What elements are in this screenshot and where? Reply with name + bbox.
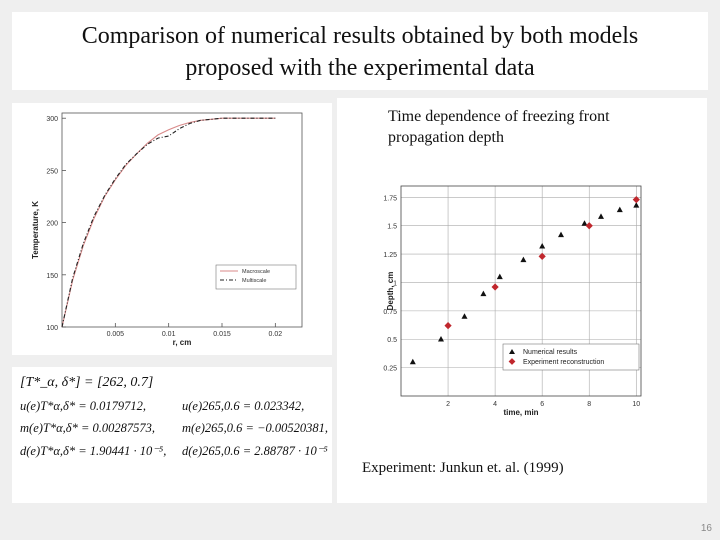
right-point-numerical [438, 336, 444, 342]
right-legend-marker [509, 349, 515, 354]
right-legend-label: Experiment reconstruction [523, 359, 604, 366]
slide-title-line2: proposed with the experimental data [185, 55, 535, 81]
right-legend-box [502, 343, 640, 371]
temperature-chart: 100 150 200 250 300 0.005 0.01 0.015 0.02 r, cm Te… [31, 112, 303, 347]
right-x-tick-label: 8 [587, 401, 591, 408]
right-point-numerical [520, 256, 527, 263]
right-point-numerical [633, 202, 640, 208]
temperature-chart-panel: 100 150 200 250 300 0.005 0.01 0.015 0.02 r, cm Te… [12, 103, 332, 355]
formula-left-1: m(e)T*α,δ* = 0.00287573, [20, 421, 156, 435]
formula-right-0: u(e)265,0.6 = 0.023342, [182, 399, 305, 413]
page-number: 16 [700, 523, 712, 534]
left-series-line-0 [61, 117, 276, 328]
right-point-experiment [444, 322, 452, 330]
right-point-numerical [480, 290, 487, 297]
right-y-tick-label: 1 [393, 280, 397, 287]
right-x-tick-label: 2 [446, 401, 450, 408]
formula-right-2: d(e)265,0.6 = 2.88787 · 10⁻⁵ [182, 444, 328, 458]
experiment-caption: Experiment: Junkun et. al. (1999) [362, 460, 564, 476]
left-x-tick-label: 0.005 [107, 331, 125, 338]
left-y-axis-label: Temperature, K [31, 201, 40, 259]
chart-caption-line2: propagation depth [388, 129, 504, 146]
right-y-tick-label: 1.25 [383, 252, 397, 259]
right-point-experiment [491, 283, 499, 291]
left-y-tick-label: 200 [46, 221, 58, 228]
depth-chart: 0.25 0.5 0.75 1 1.25 1.5 1.75 2 4 6 8 10 time, min De… [383, 185, 642, 417]
right-x-tick-label: 10 [632, 401, 640, 408]
left-y-tick-label: 100 [46, 325, 58, 332]
left-legend-box [215, 264, 297, 290]
left-y-tick-label: 250 [46, 168, 58, 175]
right-x-tick-label: 4 [493, 401, 497, 408]
formula-right-1: m(e)265,0.6 = −0.00520381, [182, 421, 329, 435]
right-point-experiment [538, 252, 546, 260]
right-point-experiment [632, 196, 640, 204]
left-legend-label: Multiscale [242, 278, 266, 284]
right-legend-marker [508, 358, 516, 365]
left-plot-frame [61, 112, 303, 328]
formula-panel: [T*_α, δ*] = [262, 0.7] u(e)T*α,δ* = 0.0… [12, 367, 332, 503]
right-point-numerical [496, 273, 503, 280]
right-y-tick-label: 0.25 [383, 366, 397, 373]
right-plot-frame [400, 185, 642, 397]
formula-header: [T*_α, δ*] = [262, 0.7] [20, 375, 154, 390]
chart-caption: Time dependence of freezing front propag… [388, 106, 610, 148]
left-x-tick-label: 0.015 [213, 331, 231, 338]
right-point-experiment [585, 222, 593, 230]
right-x-axis-label: time, min [503, 408, 538, 417]
right-point-numerical [558, 231, 564, 238]
right-x-tick-label: 6 [540, 401, 544, 408]
left-y-tick-label: 150 [46, 273, 58, 280]
slide-title-line1: Comparison of numerical results obtained… [81, 23, 639, 49]
right-point-numerical [461, 313, 468, 319]
right-y-tick-label: 0.75 [383, 309, 397, 316]
right-legend-label: Numerical results [523, 349, 578, 356]
left-x-axis-label: r, cm [173, 338, 192, 347]
formula-left-0: u(e)T*α,δ* = 0.0179712, [20, 399, 147, 413]
right-point-numerical [539, 243, 546, 249]
formula-left-2: d(e)T*α,δ* = 1.90441 · 10⁻⁵, [20, 444, 167, 458]
right-y-axis-label: Depth, cm [386, 272, 395, 311]
left-x-tick-label: 0.02 [269, 331, 283, 338]
left-series-line-1 [61, 117, 276, 328]
left-y-tick-label: 300 [46, 116, 58, 123]
right-point-numerical [598, 213, 604, 219]
right-y-tick-label: 1.5 [387, 224, 397, 231]
chart-caption-line1: Time dependence of freezing front [388, 108, 610, 125]
right-point-numerical [616, 206, 623, 213]
right-point-numerical [581, 220, 588, 226]
slide-title: Comparison of numerical results obtained… [12, 12, 708, 90]
right-y-tick-label: 1.75 [383, 195, 397, 202]
depth-chart-panel: Time dependence of freezing front propag… [337, 98, 707, 503]
right-y-tick-label: 0.5 [387, 337, 397, 344]
left-x-tick-label: 0.01 [162, 331, 176, 338]
right-point-numerical [409, 358, 416, 365]
left-legend-label: Macroscale [242, 269, 270, 275]
